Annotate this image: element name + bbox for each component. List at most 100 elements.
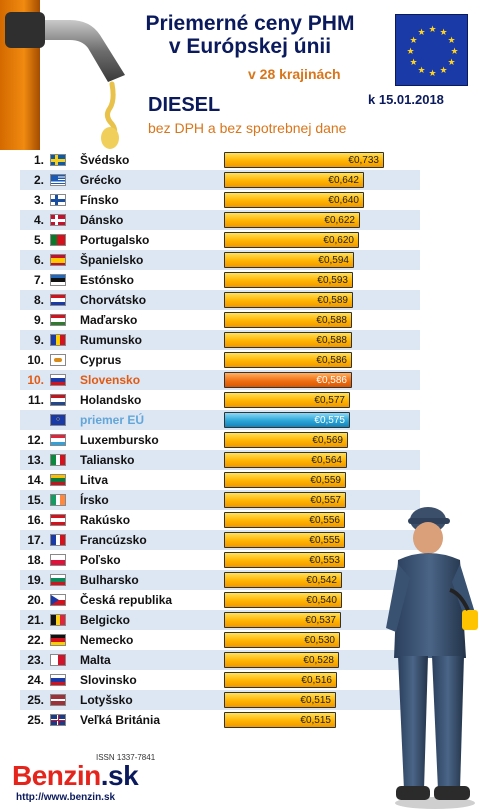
fuel-worker-illustration <box>386 507 478 809</box>
price-bar: €0,537 <box>224 612 341 628</box>
price-bar: €0,588 <box>224 332 352 348</box>
country-label: Slovinsko <box>80 673 137 687</box>
romania-flag-icon <box>50 334 66 346</box>
table-row: 17. Francúzsko €0,555 <box>20 530 420 550</box>
slovakia-flag-icon <box>50 374 66 386</box>
table-row: 9. Rumunsko €0,588 <box>20 330 420 350</box>
rank-label: 5. <box>33 233 44 247</box>
eu-flag-icon: ○ <box>50 414 66 426</box>
issn-label: ISSN 1337-7841 <box>96 753 156 762</box>
price-value-label: €0,620 <box>323 235 354 246</box>
price-value-label: €0,594 <box>318 255 349 266</box>
slovenia-flag-icon <box>50 674 66 686</box>
table-row: 4. Dánsko €0,622 <box>20 210 420 230</box>
eu-star-icon: ★ <box>417 26 426 37</box>
country-label: Dánsko <box>80 213 124 227</box>
table-row: 8. Chorvátsko €0,589 <box>20 290 420 310</box>
brand-name: Benzin <box>12 760 101 791</box>
price-bar: €0,542 <box>224 572 342 588</box>
country-label: Portugalsko <box>80 233 150 247</box>
table-row: 18. Poľsko €0,553 <box>20 550 420 570</box>
portugal-flag-icon <box>50 234 66 246</box>
price-bar: €0,528 <box>224 652 339 668</box>
fuel-type-label: DIESEL <box>148 94 221 116</box>
price-value-label: €0,528 <box>303 655 334 666</box>
rank-label: 7. <box>33 273 44 287</box>
price-value-label: €0,537 <box>305 615 336 626</box>
eu-star-icon: ★ <box>409 57 418 67</box>
price-bar: €0,586 <box>224 352 352 368</box>
price-bar: €0,559 <box>224 472 346 488</box>
country-label: Holandsko <box>80 393 142 407</box>
price-bar: €0,515 <box>224 712 336 728</box>
price-value-label: €0,586 <box>316 355 347 366</box>
estonia-flag-icon <box>50 274 66 286</box>
price-bar: €0,556 <box>224 512 345 528</box>
price-value-label: €0,515 <box>300 695 331 706</box>
title-block: Priemerné ceny PHM v Európskej únii <box>120 12 380 58</box>
price-bar: €0,642 <box>224 172 364 188</box>
price-bar: €0,588 <box>224 312 352 328</box>
price-bar: €0,575 <box>224 412 350 428</box>
table-row: 9. Maďarsko €0,588 <box>20 310 420 330</box>
brand-tld: .sk <box>100 760 139 791</box>
eu-average-row: ○ priemer EÚ €0,575 <box>20 410 420 430</box>
eu-star-icon: ★ <box>409 35 418 45</box>
belgium-flag-icon <box>50 614 66 626</box>
country-label: Lotyšsko <box>80 693 133 707</box>
country-label: Fínsko <box>80 193 119 207</box>
greece-flag-icon <box>50 174 66 186</box>
rank-label: 22. <box>27 633 44 647</box>
price-value-label: €0,577 <box>314 395 345 406</box>
rank-label: 23. <box>27 653 44 667</box>
rank-label: 9. <box>33 333 44 347</box>
fuel-nozzle-illustration <box>0 0 125 150</box>
spain-flag-icon <box>50 254 66 266</box>
rank-label: 16. <box>27 513 44 527</box>
eu-flag-icon: ★ ★ ★ ★ ★ ★ ★ ★ ★ ★ ★ ★ <box>395 14 468 86</box>
rank-label: 2. <box>33 173 44 187</box>
eu-star-icon: ★ <box>406 46 415 56</box>
brand-logo[interactable]: Benzin.sk <box>12 760 139 792</box>
rank-label: 3. <box>33 193 44 207</box>
price-bar: €0,540 <box>224 592 342 608</box>
rank-label: 9. <box>33 313 44 327</box>
country-label: Rakúsko <box>80 513 131 527</box>
table-row: 24. Slovinsko €0,516 <box>20 670 420 690</box>
rank-label: 19. <box>27 573 44 587</box>
price-bar: €0,640 <box>224 192 364 208</box>
price-value-label: €0,556 <box>309 515 340 526</box>
country-label: priemer EÚ <box>80 413 145 427</box>
hungary-flag-icon <box>50 314 66 326</box>
country-label: Chorvátsko <box>80 293 147 307</box>
price-value-label: €0,515 <box>300 715 331 726</box>
website-link[interactable]: http://www.benzin.sk <box>16 792 116 803</box>
eu-star-icon: ★ <box>417 65 426 76</box>
rank-label: 13. <box>27 453 44 467</box>
price-value-label: €0,569 <box>312 435 343 446</box>
table-row: 14. Litva €0,559 <box>20 470 420 490</box>
price-bar: €0,620 <box>224 232 359 248</box>
country-label: Rumunsko <box>80 333 143 347</box>
finland-flag-icon <box>50 194 66 206</box>
table-row: 2. Grécko €0,642 <box>20 170 420 190</box>
country-label: Veľká Británia <box>80 713 160 727</box>
table-row: 23. Malta €0,528 <box>20 650 420 670</box>
country-label: Estónsko <box>80 273 135 287</box>
country-label: Taliansko <box>80 453 135 467</box>
country-label: Malta <box>80 653 111 667</box>
country-label: Česká republika <box>80 593 173 607</box>
country-label: Francúzsko <box>80 533 147 547</box>
price-value-label: €0,640 <box>328 195 359 206</box>
price-value-label: €0,575 <box>314 415 345 426</box>
price-bar: €0,557 <box>224 492 346 508</box>
germany-flag-icon <box>50 634 66 646</box>
table-row: 10. Slovensko €0,586 <box>20 370 420 390</box>
eu-star-icon: ★ <box>450 46 459 56</box>
table-row: 19. Bulharsko €0,542 <box>20 570 420 590</box>
table-row: 11. Holandsko €0,577 <box>20 390 420 410</box>
price-value-label: €0,557 <box>310 495 341 506</box>
price-bar: €0,594 <box>224 252 354 268</box>
price-bar: €0,577 <box>224 392 350 408</box>
